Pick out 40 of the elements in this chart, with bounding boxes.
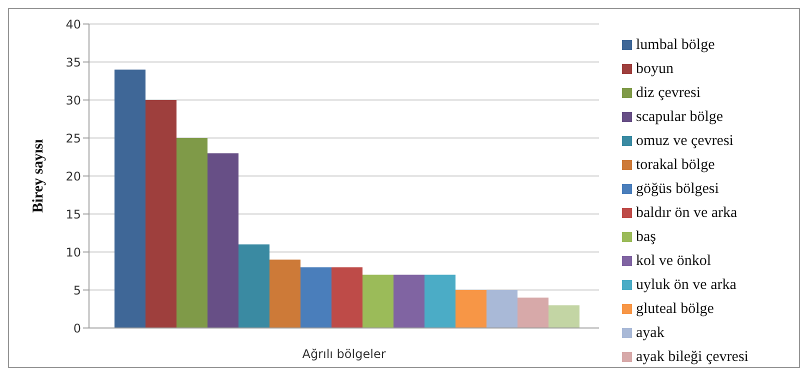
x-axis-title: Ağrılı bölgeler: [302, 347, 386, 361]
bar: [424, 274, 456, 328]
legend-label: scapular bölge: [636, 108, 724, 126]
bar: [332, 267, 362, 328]
y-tick-label: 30: [66, 93, 81, 108]
legend-label: uyluk ön ve arka: [636, 276, 736, 294]
bar: [456, 290, 486, 328]
legend-label: göğüs bölgesi: [636, 180, 719, 198]
bar: [518, 298, 548, 328]
bar: [548, 305, 580, 328]
legend-label: ayak bileği çevresi: [636, 348, 748, 366]
legend-label: omuz ve çevresi: [636, 132, 734, 150]
y-tick-label: 15: [66, 207, 81, 222]
bar: [362, 274, 394, 328]
y-tick-label: 40: [66, 17, 81, 32]
legend-label: boyun: [636, 60, 674, 78]
y-tick-label: 0: [73, 321, 81, 336]
bar: [208, 153, 238, 328]
legend-label: torakal bölge: [636, 156, 715, 174]
y-axis-title: Birey sayısı: [30, 139, 46, 213]
legend-label: baş: [636, 228, 656, 246]
bar: [114, 70, 146, 328]
legend-label: kol ve önkol: [636, 252, 711, 270]
legend-label: baldır ön ve arka: [636, 204, 738, 222]
bar: [238, 244, 270, 328]
bar: [300, 267, 332, 328]
legend-label: diz çevresi: [636, 84, 701, 102]
legend-label: ayak: [636, 324, 664, 342]
bar: [394, 274, 424, 328]
bar: [486, 290, 518, 328]
legend-label: lumbal bölge: [636, 36, 715, 54]
y-tick-label: 5: [73, 283, 81, 298]
y-tick-label: 25: [66, 131, 81, 146]
bar: [146, 100, 176, 328]
bar: [176, 138, 208, 328]
y-tick-label: 35: [66, 55, 81, 70]
y-tick-label: 10: [66, 245, 81, 260]
bar: [270, 260, 300, 328]
y-tick-label: 20: [66, 169, 81, 184]
legend-label: gluteal bölge: [636, 300, 714, 318]
